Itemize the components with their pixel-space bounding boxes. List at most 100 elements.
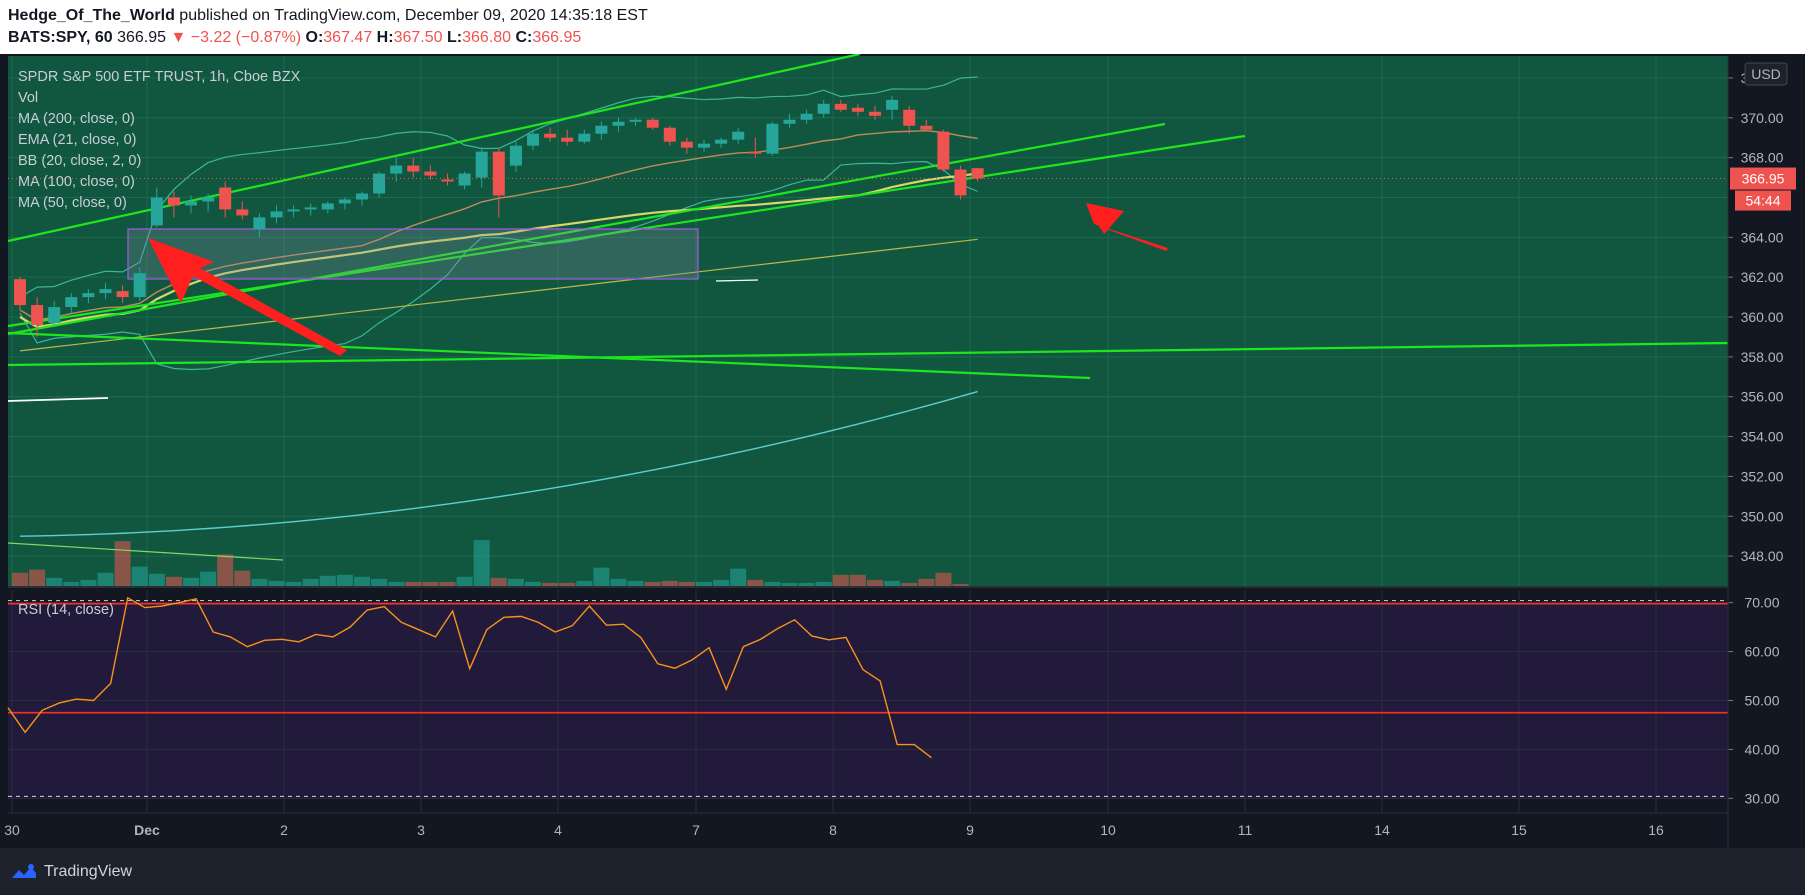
candle-body[interactable] [356,193,368,200]
red-arrow-left[interactable] [148,238,347,356]
candle-body[interactable] [834,103,847,110]
candle-body[interactable] [407,165,420,172]
candle-body[interactable] [321,203,334,210]
candle-body[interactable] [492,151,505,196]
volume-bar [781,582,798,586]
currency-badge[interactable]: USD [1744,62,1788,86]
rsi-axis-label: 50.00 [1744,693,1779,709]
candle-body[interactable] [595,125,608,134]
candle-body[interactable] [48,307,61,323]
legend-bb[interactable]: BB (20, close, 2, 0) [18,153,141,169]
candle-body[interactable] [783,119,796,124]
candle-body[interactable] [475,151,488,178]
candle-body[interactable] [578,133,591,142]
volume-bar [251,578,268,586]
volume-bar [627,580,644,586]
candle-body[interactable] [458,173,471,186]
candle-body[interactable] [338,199,351,204]
legend-rsi[interactable]: RSI (14, close) [18,602,114,618]
candle-body[interactable] [31,305,44,325]
candle-body[interactable] [304,207,317,210]
legend-vol[interactable]: Vol [18,90,38,106]
legend-ema21[interactable]: EMA (21, close, 0) [18,132,136,148]
candle-body[interactable] [509,145,522,166]
candle-body[interactable] [185,201,197,206]
candle-body[interactable] [646,119,659,128]
candle-body[interactable] [903,109,916,126]
trendline[interactable] [7,331,1091,380]
candle-body[interactable] [663,127,676,142]
volume-bar [815,581,832,586]
zone-rectangle[interactable] [127,228,699,280]
time-axis-label: 4 [554,822,562,838]
author-name[interactable]: Hedge_Of_The_World [8,7,175,24]
candle-body[interactable] [954,169,967,196]
candle-body[interactable] [766,123,779,154]
candle-body[interactable] [270,211,283,218]
price-axis-label: 350.00 [1741,508,1784,524]
candle-body[interactable] [287,209,300,212]
legend-ma100[interactable]: MA (100, close, 0) [18,174,135,190]
tradingview-logo[interactable]: TradingView [10,862,132,882]
candle-body[interactable] [698,143,710,148]
candle-body[interactable] [612,121,625,126]
candle-body[interactable] [150,197,163,226]
price-axis-label: 352.00 [1741,468,1784,484]
volume-bar [542,582,559,586]
candle-body[interactable] [14,279,26,306]
candle-body[interactable] [749,151,762,154]
candle-body[interactable] [544,133,557,138]
time-axis-label: 2 [280,822,288,838]
trendline[interactable] [7,54,861,243]
candle-body[interactable] [851,107,864,112]
volume-bar [439,581,456,586]
candle-body[interactable] [441,179,454,182]
candle-body[interactable] [424,171,437,176]
candle-body[interactable] [886,99,899,110]
volume-bar [131,566,148,586]
volume-bar [46,577,63,586]
legend-ma200[interactable]: MA (200, close, 0) [18,111,135,127]
candle-body[interactable] [390,165,403,174]
time-axis-label: 3 [417,822,425,838]
candle-body[interactable] [561,137,574,142]
candle-body[interactable] [253,217,266,230]
white-level-line[interactable] [7,397,109,402]
candle-body[interactable] [971,168,984,179]
candle-body[interactable] [82,293,95,298]
last-price: 366.95 [117,29,167,46]
chart-canvas[interactable]: 348.00350.00352.00354.00356.00358.00360.… [0,54,1805,848]
candle-body[interactable] [65,297,78,308]
candle-body[interactable] [869,111,881,116]
small-level-line[interactable] [715,279,759,282]
candle-body[interactable] [133,273,146,298]
price-axis-label: 364.00 [1741,229,1784,245]
candle-body[interactable] [167,197,180,206]
candle-body[interactable] [937,131,950,170]
candle-body[interactable] [800,113,813,120]
time-axis-label: 15 [1511,822,1527,838]
candle-body[interactable] [202,197,215,202]
candle-body[interactable] [680,141,693,148]
candle-body[interactable] [715,139,728,144]
candle-body[interactable] [373,173,386,194]
legend-ma50[interactable]: MA (50, close, 0) [18,195,127,211]
candle-body[interactable] [99,289,112,294]
candle-body[interactable] [219,187,232,210]
trendline[interactable] [7,134,1246,328]
candle-body[interactable] [527,133,539,146]
candle-body[interactable] [629,119,642,122]
red-arrow-right-head[interactable] [1086,203,1124,234]
candle-body[interactable] [732,131,745,140]
trendline[interactable] [7,341,1729,367]
vol-trendline[interactable] [7,542,284,561]
countdown-tag: 54:44 [1745,193,1780,209]
rsi-line[interactable] [7,596,932,759]
candle-body[interactable] [817,103,830,114]
candle-body[interactable] [116,291,129,298]
candle-body[interactable] [920,125,933,130]
price-pane[interactable] [8,56,1728,586]
volume-bar [388,581,405,586]
price-tag: 366.95 [1742,171,1785,187]
candle-body[interactable] [236,209,249,216]
